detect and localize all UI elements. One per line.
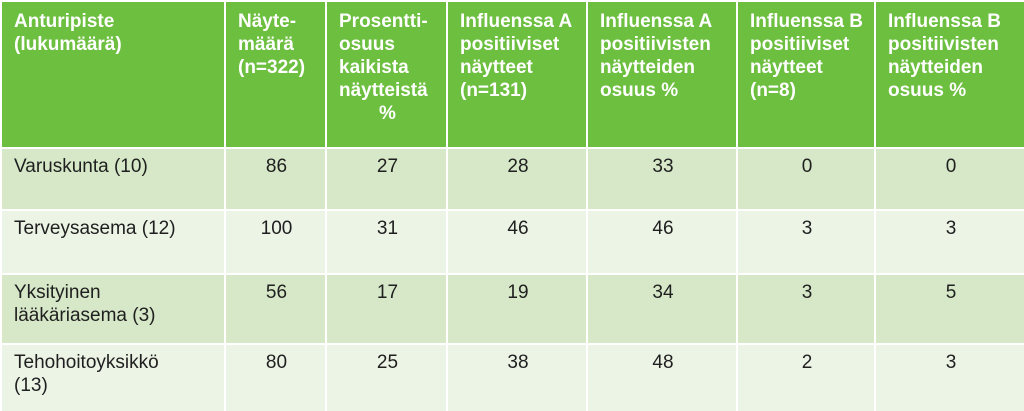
table-cell: 25 <box>325 343 448 411</box>
table-cell: 46 <box>446 209 588 275</box>
row-label: Terveysasema (12) <box>0 209 226 275</box>
header-influenssa-b-osuus: Influenssa B positiivisten näytteiden os… <box>874 0 1024 149</box>
header-influenssa-a-positiiviset: Influenssa A positiiviset näytteet (n=13… <box>446 0 588 149</box>
row-label: Tehohoitoyksikkö (13) <box>0 343 226 411</box>
table-cell: 0 <box>736 147 876 211</box>
table-cell: 3 <box>736 273 876 345</box>
table-cell: 3 <box>874 209 1024 275</box>
header-naytemaara: Näyte- määrä (n=322) <box>224 0 327 149</box>
table-cell: 5 <box>874 273 1024 345</box>
table-cell: 33 <box>586 147 738 211</box>
table-cell: 0 <box>874 147 1024 211</box>
table-cell: 46 <box>586 209 738 275</box>
table-cell: 17 <box>325 273 448 345</box>
table-cell: 27 <box>325 147 448 211</box>
table-cell: 3 <box>736 209 876 275</box>
table-cell: 100 <box>224 209 327 275</box>
table-cell: 48 <box>586 343 738 411</box>
table-cell: 56 <box>224 273 327 345</box>
table-cell: 28 <box>446 147 588 211</box>
table-row: Varuskunta (10) 86 27 28 33 0 0 <box>0 147 1024 211</box>
table-cell: 38 <box>446 343 588 411</box>
header-influenssa-b-positiiviset: Influenssa B positiiviset näytteet (n=8) <box>736 0 876 149</box>
table-row: Yksityinen lääkäriasema (3) 56 17 19 34 … <box>0 273 1024 345</box>
table-cell: 19 <box>446 273 588 345</box>
table-cell: 3 <box>874 343 1024 411</box>
header-row: Anturipiste (lukumäärä) Näyte- määrä (n=… <box>0 0 1024 149</box>
header-prosenttiosuus: Prosentti- osuus kaikista näytteistä % <box>325 0 448 149</box>
header-influenssa-a-osuus: Influenssa A positiivisten näytteiden os… <box>586 0 738 149</box>
table-row: Tehohoitoyksikkö (13) 80 25 38 48 2 3 <box>0 343 1024 411</box>
table-cell: 31 <box>325 209 448 275</box>
table-cell: 2 <box>736 343 876 411</box>
row-label: Varuskunta (10) <box>0 147 226 211</box>
table-cell: 80 <box>224 343 327 411</box>
table-row: Terveysasema (12) 100 31 46 46 3 3 <box>0 209 1024 275</box>
header-anturipiste: Anturipiste (lukumäärä) <box>0 0 226 149</box>
row-label: Yksityinen lääkäriasema (3) <box>0 273 226 345</box>
table-cell: 34 <box>586 273 738 345</box>
table-cell: 86 <box>224 147 327 211</box>
